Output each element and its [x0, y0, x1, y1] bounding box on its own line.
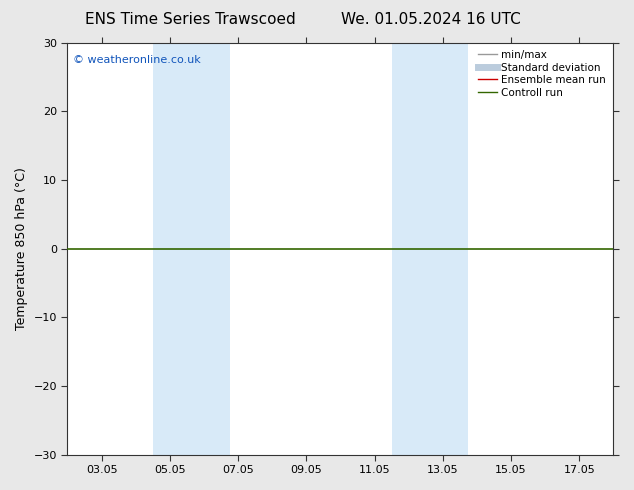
Bar: [417, 43, 469, 455]
Text: © weatheronline.co.uk: © weatheronline.co.uk: [73, 55, 201, 65]
Bar: [392, 43, 417, 455]
Bar: [153, 43, 178, 455]
Y-axis label: Temperature 850 hPa (°C): Temperature 850 hPa (°C): [15, 167, 28, 330]
Text: We. 01.05.2024 16 UTC: We. 01.05.2024 16 UTC: [341, 12, 521, 27]
Legend: min/max, Standard deviation, Ensemble mean run, Controll run: min/max, Standard deviation, Ensemble me…: [476, 48, 608, 100]
Bar: [178, 43, 230, 455]
Text: ENS Time Series Trawscoed: ENS Time Series Trawscoed: [85, 12, 295, 27]
